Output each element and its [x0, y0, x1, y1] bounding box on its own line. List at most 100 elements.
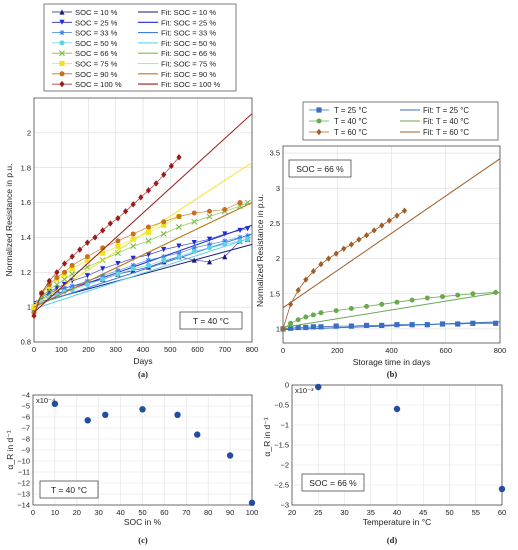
data-point	[191, 210, 197, 216]
data-point	[100, 273, 106, 279]
legend: T = 25 °C Fit: T = 25 °C T = 40 °C Fit: T =…	[302, 101, 499, 141]
data-point	[206, 245, 212, 251]
y-tick-label: −12	[17, 479, 30, 488]
data-point	[84, 281, 90, 287]
x-tick-label: 80	[204, 508, 212, 517]
legend-fit-label: Fit: SOC = 90 %	[161, 70, 216, 79]
data-point	[455, 321, 461, 327]
data-point	[46, 277, 52, 285]
x-tick-label: 100	[55, 345, 68, 354]
data-point	[348, 323, 354, 329]
data-point	[102, 411, 109, 418]
x-tick-label: 500	[164, 345, 177, 354]
annotation-text: T = 40 °C	[51, 485, 87, 495]
data-point	[409, 322, 415, 328]
data-point	[356, 236, 362, 243]
fit-line	[33, 233, 253, 306]
legend-fit-label: Fit: SOC = 50 %	[161, 39, 216, 48]
data-point	[394, 212, 400, 219]
fit-line	[33, 162, 253, 306]
data-line	[33, 228, 248, 308]
legend-marker	[316, 128, 322, 136]
panel-a: 0 100 200 300 400 500 600 700 800 0.8 1 1.2 1.4 1.6 1.…	[4, 3, 258, 379]
legend-label: T = 40 °C	[334, 117, 367, 126]
data-point	[161, 247, 167, 253]
data-point	[115, 215, 121, 222]
data-point	[107, 220, 113, 227]
legend-label: SOC = 10 %	[75, 8, 118, 17]
data-point	[122, 208, 129, 215]
x-tick-label: 100	[246, 508, 259, 517]
x-axis-label: Days	[133, 356, 152, 366]
legend-label: T = 25 °C	[334, 106, 367, 115]
legend-marker	[59, 9, 65, 15]
data-point	[206, 259, 213, 265]
data-point	[61, 260, 68, 267]
y-tick-label: −1	[280, 421, 289, 430]
data-point	[130, 243, 137, 250]
legend-label: SOC = 75 %	[75, 60, 118, 69]
data-point	[84, 273, 91, 279]
x-tick-label: 200	[331, 346, 344, 355]
legend-marker	[59, 80, 65, 88]
annotation-box	[39, 480, 99, 499]
data-point	[226, 452, 234, 459]
x-tick-label: 35	[367, 508, 375, 517]
data-point	[470, 291, 476, 297]
data-point	[341, 245, 347, 252]
legend-fit-label: Fit: T = 60 °C	[423, 128, 469, 137]
data-point	[310, 324, 316, 330]
series-t-25-c	[280, 320, 501, 332]
y-tick-label: 0	[285, 381, 289, 390]
data-point	[153, 180, 159, 187]
data-point	[194, 431, 201, 438]
data-point	[439, 294, 445, 300]
y-tick-label: −7	[21, 424, 30, 433]
data-point	[333, 250, 339, 257]
fit-line	[33, 202, 253, 308]
data-point	[54, 269, 60, 276]
y-tick-label: 2	[276, 254, 280, 263]
y-tick-label: 1.8	[21, 163, 31, 172]
data-point	[100, 266, 106, 272]
x-tick-label: 600	[191, 345, 204, 354]
annotation-box	[288, 159, 352, 178]
data-point	[245, 236, 251, 242]
data-point	[379, 322, 385, 329]
x-tick-label: 200	[82, 345, 95, 354]
data-point	[161, 254, 167, 260]
data-point	[348, 306, 354, 312]
x-tick-label: 0	[281, 346, 285, 355]
data-point	[493, 289, 499, 295]
data-point	[394, 299, 400, 305]
data-point	[139, 406, 146, 413]
y-tick-label: 1.2	[21, 268, 31, 277]
legend-fit-label: Fit: SOC = 33 %	[161, 29, 216, 38]
legend-marker	[59, 30, 65, 36]
legend-fit-label: Fit: SOC = 75 %	[161, 60, 216, 69]
data-point	[325, 255, 332, 262]
data-point	[363, 322, 370, 329]
data-point	[379, 301, 385, 307]
data-point	[206, 213, 213, 220]
data-point	[39, 295, 45, 302]
x-tick-label: 30	[340, 508, 348, 517]
x-tick-label: 400	[385, 346, 398, 355]
legend-label: SOC = 66 %	[75, 49, 118, 58]
data-point	[145, 229, 152, 235]
data-point	[288, 320, 294, 326]
y-tick-label: 3.5	[270, 149, 280, 158]
y-tick-label: −13	[17, 490, 30, 499]
data-point	[160, 230, 167, 237]
panel-b: 0 200 400 600 800 1 1.5 2 2.5 3 3.5 Storage time in…	[255, 101, 506, 379]
legend-fit-label: Fit: SOC = 10 %	[161, 8, 216, 17]
panel-d: 20 25 30 35 40 45 50 55 60 0 −0.5 −1 −1.5 −2 −2.5 −3 x10…	[262, 381, 506, 545]
data-point	[206, 208, 212, 214]
data-point	[161, 222, 167, 228]
data-point	[386, 217, 392, 224]
data-point	[470, 320, 476, 326]
data-point	[455, 292, 461, 298]
data-point	[245, 233, 251, 239]
legend: SOC = 10 % Fit: SOC = 10 % SOC = 25 % Fit: …	[43, 3, 237, 92]
